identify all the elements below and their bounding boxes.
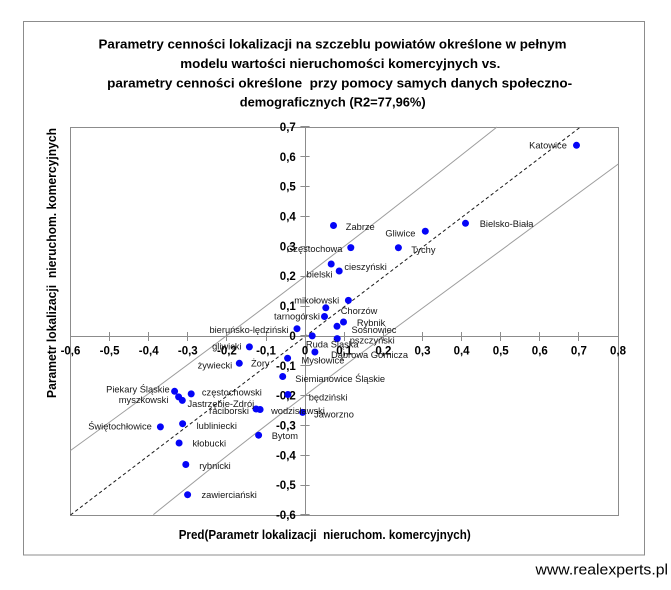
svg-text:0,1: 0,1	[336, 346, 353, 358]
svg-text:Jaworzno: Jaworzno	[314, 410, 354, 420]
svg-text:lubliniecki: lubliniecki	[197, 421, 237, 431]
svg-text:wodzisławski: wodzisławski	[270, 406, 325, 416]
svg-text:cieszyński: cieszyński	[344, 262, 386, 272]
svg-text:Sosnowiec: Sosnowiec	[352, 325, 397, 335]
svg-text:-0,4: -0,4	[276, 450, 296, 462]
svg-text:żywiecki: żywiecki	[198, 361, 233, 371]
svg-text:0,1: 0,1	[280, 301, 297, 313]
svg-text:gliwicki: gliwicki	[212, 342, 241, 352]
svg-text:0: 0	[302, 346, 308, 358]
svg-text:Tychy: Tychy	[411, 245, 436, 255]
svg-text:Świętochłowice: Świętochłowice	[88, 421, 152, 432]
svg-text:Bytom: Bytom	[272, 431, 299, 441]
svg-text:modelu wartości nieruchomości: modelu wartości nieruchomości komercyjny…	[180, 56, 500, 71]
svg-text:0,4: 0,4	[454, 346, 471, 358]
svg-text:-0,1: -0,1	[276, 361, 296, 373]
svg-text:Zabrze: Zabrze	[346, 222, 375, 232]
svg-text:-0,5: -0,5	[100, 346, 120, 358]
svg-text:0,4: 0,4	[280, 212, 297, 224]
svg-text:0,6: 0,6	[280, 152, 296, 164]
svg-text:Mysłowice: Mysłowice	[302, 356, 345, 366]
svg-text:0,2: 0,2	[375, 346, 391, 358]
svg-text:0,7: 0,7	[280, 122, 296, 134]
svg-text:Piekary Śląskie: Piekary Śląskie	[106, 383, 170, 394]
svg-text:0,6: 0,6	[532, 346, 548, 358]
svg-text:bieruńsko-lędziński: bieruńsko-lędziński	[209, 325, 288, 335]
svg-text:kłobucki: kłobucki	[193, 439, 227, 449]
svg-text:0,2: 0,2	[280, 271, 296, 283]
svg-text:-0,3: -0,3	[276, 421, 296, 433]
svg-text:-0,3: -0,3	[178, 346, 198, 358]
svg-text:zawierciański: zawierciański	[202, 490, 257, 500]
svg-text:0,5: 0,5	[493, 346, 510, 358]
svg-text:Chorzów: Chorzów	[341, 306, 378, 316]
svg-text:bielski: bielski	[307, 270, 333, 280]
svg-text:0,3: 0,3	[415, 346, 431, 358]
svg-text:Żory: Żory	[251, 359, 270, 369]
svg-text:-0,6: -0,6	[61, 346, 81, 358]
svg-text:0,3: 0,3	[280, 241, 296, 253]
svg-text:0,5: 0,5	[280, 182, 297, 194]
svg-text:0,8: 0,8	[610, 346, 627, 358]
svg-text:Dąbrowa Górnicza: Dąbrowa Górnicza	[331, 350, 409, 360]
svg-text:parametry cenności określone: parametry cenności określone przy pomocy…	[107, 76, 572, 91]
svg-text:Ruda Śląska: Ruda Śląska	[306, 339, 360, 350]
svg-text:częstochowski: częstochowski	[202, 388, 262, 398]
svg-text:tarnogórski: tarnogórski	[274, 312, 320, 322]
svg-text:Częstochowa: Częstochowa	[287, 244, 344, 254]
svg-text:rybnicki: rybnicki	[199, 461, 231, 471]
svg-text:Katowice: Katowice	[529, 141, 567, 151]
svg-text:Parametry cenności lokalizacji: Parametry cenności lokalizacji na szczeb…	[99, 37, 567, 52]
svg-text:Siemianowice Śląskie: Siemianowice Śląskie	[295, 373, 385, 384]
svg-text:Parametr lokalizacji nierucho: Parametr lokalizacji nieruchom. komercyj…	[44, 128, 59, 398]
svg-text:Pred(Parametr lokalizacji nie: Pred(Parametr lokalizacji nieruchom. kom…	[179, 527, 471, 542]
svg-text:-0,1: -0,1	[256, 346, 276, 358]
svg-text:Gliwice: Gliwice	[385, 228, 415, 238]
svg-text:raciborski: raciborski	[209, 406, 249, 416]
svg-text:0: 0	[289, 331, 295, 343]
svg-text:-0,6: -0,6	[276, 510, 296, 522]
svg-text:myszkowski: myszkowski	[119, 395, 169, 405]
svg-text:www.realexperts.pl: www.realexperts.pl	[534, 562, 668, 579]
svg-text:-0,5: -0,5	[276, 480, 296, 492]
svg-text:mikołowski: mikołowski	[294, 296, 339, 306]
svg-text:-0,2: -0,2	[217, 346, 237, 358]
svg-text:-0,4: -0,4	[139, 346, 159, 358]
svg-text:pszczyński: pszczyński	[350, 335, 395, 345]
svg-text:Rybnik: Rybnik	[357, 318, 386, 328]
svg-text:Jastrzębie-Zdrój: Jastrzębie-Zdrój	[188, 399, 255, 409]
svg-text:będziński: będziński	[309, 393, 348, 403]
svg-text:0,7: 0,7	[571, 346, 587, 358]
svg-text:Bielsko-Biała: Bielsko-Biała	[480, 219, 535, 229]
svg-text:demograficznych (R2=77,96%): demograficznych (R2=77,96%)	[240, 95, 426, 110]
